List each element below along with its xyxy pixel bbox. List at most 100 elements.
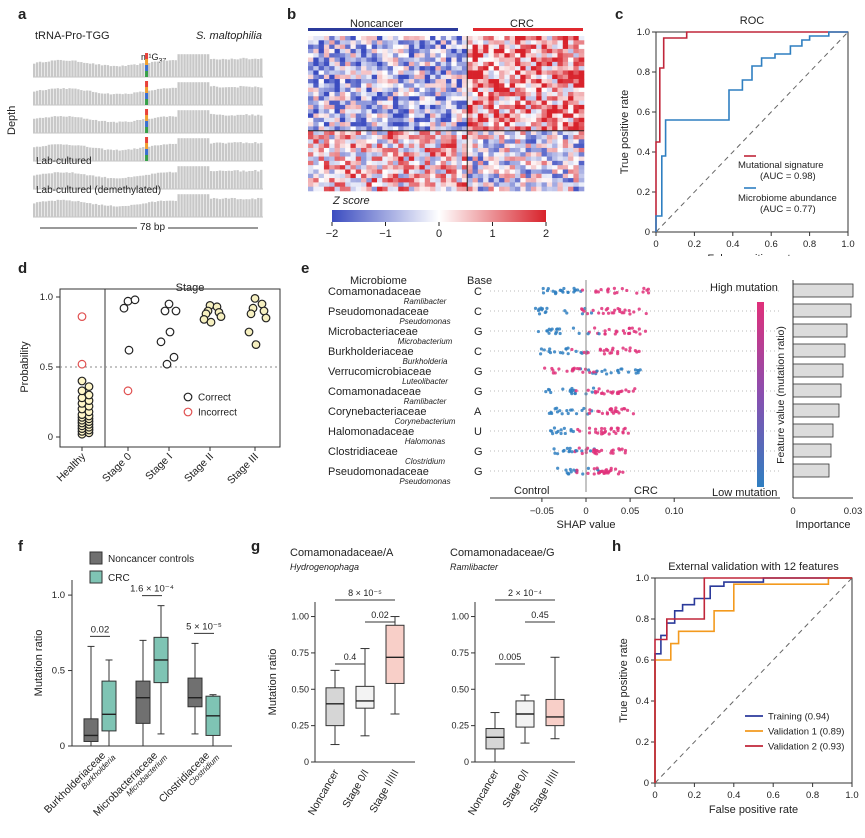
heatmap-cell (361, 44, 367, 50)
shap-point (542, 348, 546, 352)
heatmap-cell (318, 169, 325, 175)
heatmap-cell (371, 126, 378, 132)
coverage-bar (192, 82, 195, 105)
heatmap-cell (541, 117, 548, 123)
heatmap-cell (387, 53, 394, 58)
heatmap-cell (467, 53, 473, 58)
heatmap-cell (392, 40, 399, 45)
heatmap-cell (541, 66, 548, 71)
shap-point (573, 289, 577, 293)
heatmap-cell (552, 109, 558, 114)
heatmap-cell (323, 104, 330, 110)
heatmap-cell (414, 66, 420, 71)
shap-point (563, 431, 567, 436)
plot-frame (59, 288, 281, 448)
heatmap-cell (371, 152, 378, 157)
heatmap-cell (435, 135, 441, 140)
heatmap-cell (456, 113, 463, 119)
heatmap-cell (408, 96, 415, 101)
coverage-bar (68, 145, 71, 161)
heatmap-cell (387, 135, 394, 140)
heatmap-cell (424, 117, 431, 123)
legend-label: Correct (198, 393, 231, 404)
roc-title: External validation with 12 features (668, 561, 839, 573)
heatmap-cell (424, 74, 431, 80)
y-tick-label: 0.4 (637, 147, 650, 158)
heatmap-cell (366, 83, 372, 88)
coverage-bar (121, 94, 124, 105)
coverage-bar (103, 120, 107, 133)
heatmap-cell (398, 87, 404, 93)
coverage-bar (212, 197, 216, 217)
coverage-bar (97, 93, 101, 105)
heatmap-cell (552, 178, 558, 183)
coverage-bar (248, 170, 251, 189)
shap-point (605, 372, 609, 376)
heatmap-cell (451, 113, 457, 119)
heatmap-cell (398, 147, 404, 153)
heatmap-cell (424, 143, 431, 149)
heatmap-cell (308, 152, 314, 157)
heatmap-cell (446, 186, 452, 192)
heatmap-cell (361, 96, 367, 101)
legend-label: Incorrect (198, 408, 237, 419)
shap-summary-plot: Microbiome BaseComamonadaceaeRamlibacterC… (328, 275, 862, 530)
heatmap-cell (334, 130, 341, 136)
heatmap-cell (562, 126, 569, 132)
heatmap-cell (323, 109, 330, 114)
coverage-bar (139, 147, 142, 161)
heatmap-cell (440, 40, 447, 45)
mismatch-bar (145, 53, 149, 59)
category-label: Stage 0/I (500, 768, 531, 810)
heatmap-cell (403, 117, 410, 123)
heatmap-cell (334, 53, 341, 58)
heatmap-cell (520, 173, 526, 179)
coverage-bar (115, 178, 118, 189)
roc-title: ROC (740, 15, 765, 27)
shap-point (570, 450, 574, 454)
shap-point (562, 286, 566, 291)
heatmap-cell (456, 40, 463, 45)
heatmap-cell (308, 165, 314, 170)
heatmap-cell (435, 74, 441, 80)
heatmap-cell (504, 66, 510, 71)
heatmap-cell (456, 57, 463, 63)
heatmap-cell (451, 173, 457, 179)
heatmap-cell (451, 109, 457, 114)
heatmap-cell (382, 130, 388, 136)
heatmap-cell (350, 48, 357, 54)
microbiome-family: Pseudomonadaceae (328, 306, 429, 318)
heatmap-cell (509, 57, 516, 63)
heatmap-cell (424, 182, 431, 187)
heatmap-cell (350, 122, 357, 127)
heatmap-cell (515, 156, 521, 162)
colorbar-tick-label: −2 (326, 228, 339, 240)
heatmap-cell (504, 104, 510, 110)
y-tick-label: 1.0 (637, 27, 650, 38)
noncancer-group-bar (308, 28, 458, 31)
heatmap-cell (483, 143, 489, 149)
heatmap-cell (477, 104, 484, 110)
heatmap-cell (440, 117, 447, 123)
heatmap-cell (366, 104, 372, 110)
heatmap-cell (541, 169, 548, 175)
heatmap-cell (382, 36, 388, 41)
heatmap-cell (562, 165, 569, 170)
coverage-bar (59, 88, 62, 105)
heatmap-cell (313, 87, 319, 93)
box (135, 680, 151, 724)
heatmap-cell (440, 130, 447, 136)
probability-point (165, 327, 175, 337)
coverage-bar (83, 145, 86, 161)
heatmap-cell (504, 100, 510, 106)
heatmap-cell (456, 182, 463, 187)
coverage-bar (50, 144, 54, 161)
heatmap-cell (339, 160, 346, 166)
shap-point (566, 472, 570, 476)
heatmap-cell (387, 156, 394, 162)
heatmap-cell (318, 48, 325, 54)
heatmap-cell (387, 130, 394, 136)
microbiome-genus: Clostridium (405, 457, 445, 466)
heatmap-cell (488, 79, 495, 84)
heatmap-cell (440, 100, 447, 106)
